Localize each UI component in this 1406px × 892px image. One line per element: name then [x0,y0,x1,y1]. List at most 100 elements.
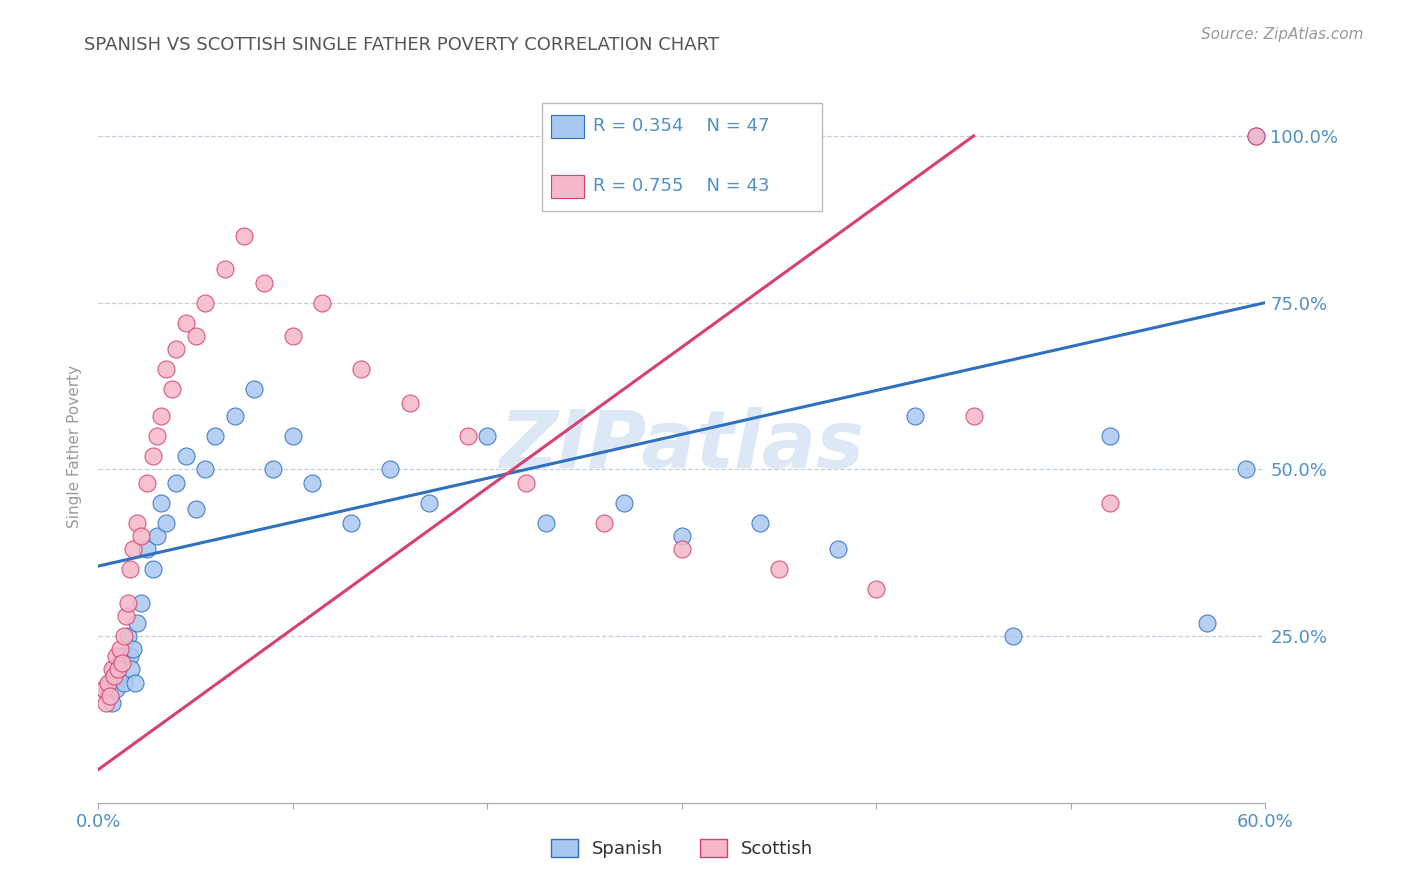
Point [101,662,124,676]
Point [146,429,169,443]
Point [118,562,141,576]
Point [224,409,246,423]
Point [114,609,136,624]
Point [301,475,323,490]
Text: Source: ZipAtlas.com: Source: ZipAtlas.com [1201,27,1364,42]
Point [117,629,139,643]
Text: R = 0.354    N = 47: R = 0.354 N = 47 [593,118,769,136]
Point [398,395,420,409]
Point [184,502,207,516]
Point [671,542,693,557]
Point [281,329,304,343]
Point [194,295,217,310]
Point [108,656,131,670]
Point [122,542,145,557]
Point [165,475,187,490]
Point [233,228,256,243]
Point [827,542,849,557]
Point [112,675,135,690]
Bar [551,115,583,137]
Point [124,675,146,690]
Point [107,669,129,683]
Point [142,449,165,463]
Point [243,382,266,396]
Point [98,675,121,690]
Point [865,582,887,597]
Point [262,462,284,476]
Point [1098,429,1121,443]
Point [281,429,304,443]
Point [155,516,177,530]
Point [136,542,159,557]
Point [174,449,197,463]
Point [1195,615,1218,630]
Point [534,516,557,530]
Point [457,429,479,443]
Point [129,596,152,610]
Point [515,475,537,490]
Point [149,496,172,510]
Point [418,496,440,510]
Point [155,362,177,376]
Point [593,516,616,530]
Point [1244,128,1267,143]
Text: ZIPatlas: ZIPatlas [499,407,865,485]
Point [671,529,693,543]
Point [748,516,770,530]
Point [204,429,226,443]
Point [613,496,636,510]
Point [111,656,134,670]
Point [93,682,115,697]
Point [1244,128,1267,143]
Point [127,615,149,630]
Point [380,462,402,476]
Point [104,682,127,697]
Point [93,682,115,697]
Point [107,662,129,676]
Point [104,649,127,664]
Point [127,516,149,530]
Point [136,475,159,490]
Legend: Spanish, Scottish: Spanish, Scottish [543,831,821,865]
Point [103,669,125,683]
Point [121,662,143,676]
Point [1098,496,1121,510]
Point [117,596,139,610]
Point [103,662,125,676]
Point [194,462,217,476]
Point [184,329,207,343]
Point [311,295,333,310]
Point [118,649,141,664]
Point [129,529,152,543]
Text: SPANISH VS SCOTTISH SINGLE FATHER POVERTY CORRELATION CHART: SPANISH VS SCOTTISH SINGLE FATHER POVERT… [84,36,720,54]
Point [174,316,197,330]
Point [142,562,165,576]
Point [162,382,184,396]
Point [214,262,236,277]
Point [477,429,499,443]
Point [122,642,145,657]
Point [350,362,373,376]
Point [904,409,927,423]
Point [97,675,120,690]
Point [1234,462,1257,476]
Point [111,649,134,664]
Bar [551,175,583,198]
Point [253,276,276,290]
Point [146,529,169,543]
Point [108,642,131,657]
FancyBboxPatch shape [541,103,823,211]
Point [962,409,984,423]
Point [1001,629,1024,643]
Point [98,689,121,703]
Point [96,696,118,710]
Point [768,562,790,576]
Point [112,629,135,643]
Point [165,343,187,357]
Point [149,409,172,423]
Text: R = 0.755    N = 43: R = 0.755 N = 43 [593,178,769,195]
Point [101,696,124,710]
Y-axis label: Single Father Poverty: Single Father Poverty [67,365,83,527]
Point [340,516,363,530]
Point [97,689,120,703]
